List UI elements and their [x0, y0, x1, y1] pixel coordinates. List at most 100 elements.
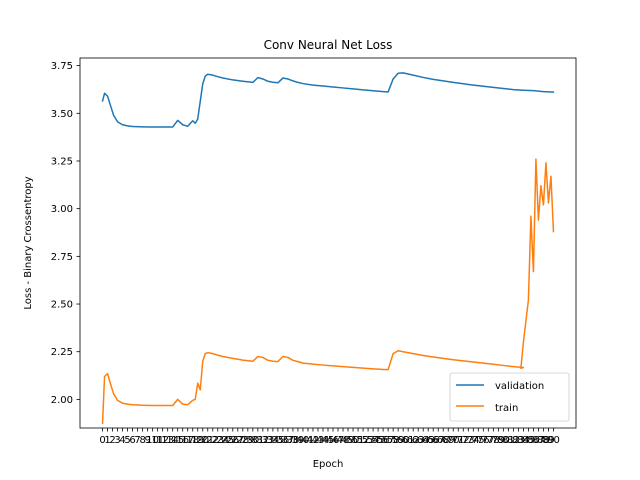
- x-tick-label: 21: [201, 435, 214, 446]
- y-tick-label: 2.75: [51, 252, 73, 263]
- x-tick-label: 50: [347, 435, 360, 446]
- y-tick-label: 2.25: [51, 347, 73, 358]
- x-tick-label: 79: [492, 435, 505, 446]
- x-tick-label: 16: [176, 435, 189, 446]
- y-tick-label: 2.00: [51, 395, 73, 406]
- legend: validation train: [449, 372, 570, 422]
- x-tick-label: 56: [377, 435, 390, 446]
- x-tick-label: 11: [151, 435, 164, 446]
- x-axis-label: Epoch: [313, 459, 344, 470]
- x-tick-label: 18: [186, 435, 199, 446]
- y-tick-label: 3.25: [51, 156, 73, 167]
- y-axis-label: Loss - Binary Crossentropy: [23, 176, 34, 309]
- x-tick-label: 47: [332, 435, 345, 446]
- x-tick-label: 42: [307, 435, 320, 446]
- x-tick-label: 84: [517, 435, 530, 446]
- x-tick-label: 8: [139, 435, 145, 446]
- x-tick-label: 70: [447, 435, 460, 446]
- x-tick-label: 87: [532, 435, 545, 446]
- legend-label-train: train: [495, 403, 518, 414]
- x-tick-label: 13: [161, 435, 174, 446]
- x-tick-label: 44: [317, 435, 330, 446]
- x-tick-label: 48: [337, 435, 350, 446]
- x-tick-label: 33: [262, 435, 275, 446]
- x-tick-label: 88: [537, 435, 550, 446]
- x-tick-label: 76: [477, 435, 490, 446]
- x-tick-label: 26: [226, 435, 239, 446]
- x-tick-label: 27: [231, 435, 244, 446]
- chart-title: Conv Neural Net Loss: [264, 38, 393, 52]
- x-tick-label: 75: [472, 435, 485, 446]
- x-tick-label: 39: [292, 435, 305, 446]
- x-tick-label: 28: [236, 435, 249, 446]
- x-tick-label: 83: [512, 435, 525, 446]
- x-tick-label: 45: [322, 435, 335, 446]
- x-tick-label: 20: [196, 435, 209, 446]
- x-tick-label: 29: [241, 435, 254, 446]
- x-tick-label: 65: [422, 435, 435, 446]
- x-tick-label: 86: [527, 435, 540, 446]
- x-tick-label: 81: [502, 435, 515, 446]
- x-tick-label: 46: [327, 435, 340, 446]
- x-tick-label: 31: [251, 435, 264, 446]
- x-tick-label: 58: [387, 435, 400, 446]
- x-tick-label: 4: [119, 435, 125, 446]
- x-tick-label: 2: [109, 435, 115, 446]
- x-tick-label: 35: [272, 435, 285, 446]
- x-tick-label: 30: [246, 435, 259, 446]
- x-tick-label: 41: [302, 435, 315, 446]
- x-tick-label: 9: [144, 435, 150, 446]
- x-tick-label: 60: [397, 435, 410, 446]
- x-tick-label: 36: [277, 435, 290, 446]
- x-tick-label: 64: [417, 435, 430, 446]
- x-tick-label: 53: [362, 435, 375, 446]
- x-tick-label: 24: [216, 435, 229, 446]
- x-tick-label: 69: [442, 435, 455, 446]
- y-tick-label: 3.75: [51, 61, 73, 72]
- x-tick-label: 38: [287, 435, 300, 446]
- x-tick-label: 57: [382, 435, 395, 446]
- x-tick-label: 66: [427, 435, 440, 446]
- x-tick-label: 25: [221, 435, 234, 446]
- x-tick-label: 90: [547, 435, 560, 446]
- x-tick-label: 82: [507, 435, 520, 446]
- x-tick-label: 6: [129, 435, 135, 446]
- x-tick-label: 63: [412, 435, 425, 446]
- x-tick-label: 77: [482, 435, 495, 446]
- x-tick-label: 23: [211, 435, 224, 446]
- x-tick-label: 12: [156, 435, 169, 446]
- x-tick-label: 54: [367, 435, 380, 446]
- y-tick-label: 3.00: [51, 204, 73, 215]
- y-tick-label: 2.50: [51, 300, 73, 311]
- y-tick-label: 3.50: [51, 109, 73, 120]
- x-tick-label: 72: [457, 435, 470, 446]
- x-tick-label: 37: [282, 435, 295, 446]
- x-tick-label: 14: [166, 435, 179, 446]
- series-line-train: [101, 158, 555, 425]
- x-tick-label: 51: [352, 435, 365, 446]
- x-tick-label: 40: [297, 435, 310, 446]
- plot-lines: [101, 72, 555, 425]
- x-tick-label: 61: [402, 435, 415, 446]
- x-tick-label: 73: [462, 435, 475, 446]
- x-tick-label: 0: [99, 435, 105, 446]
- x-tick-label: 32: [257, 435, 270, 446]
- x-tick-label: 74: [467, 435, 480, 446]
- x-tick-label: 68: [437, 435, 450, 446]
- x-tick-label: 19: [191, 435, 204, 446]
- x-tick-label: 34: [267, 435, 280, 446]
- x-tick-label: 78: [487, 435, 500, 446]
- series-line-validation: [101, 72, 555, 128]
- x-tick-label: 59: [392, 435, 405, 446]
- x-tick-label: 52: [357, 435, 370, 446]
- x-axis-ticks: 0123456789101112131415161718192021222324…: [99, 428, 560, 446]
- y-axis-ticks: 2.00 2.25 2.50 2.75 3.00 3.25 3.50 3.75: [51, 61, 80, 406]
- legend-label-validation: validation: [495, 381, 544, 392]
- x-tick-label: 67: [432, 435, 445, 446]
- x-tick-label: 5: [124, 435, 130, 446]
- x-tick-label: 15: [171, 435, 184, 446]
- x-tick-label: 3: [114, 435, 120, 446]
- x-tick-label: 22: [206, 435, 219, 446]
- x-tick-label: 10: [146, 435, 159, 446]
